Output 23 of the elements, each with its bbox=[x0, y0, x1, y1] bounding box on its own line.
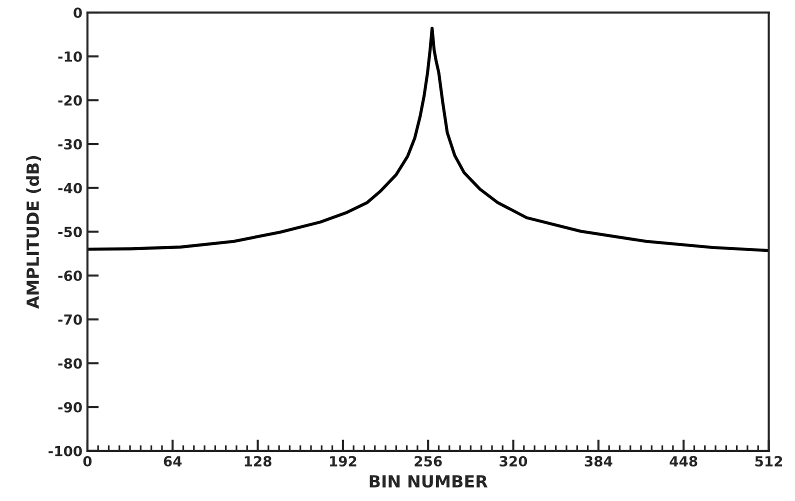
x-tick-label: 192 bbox=[330, 456, 356, 467]
x-tick-label: 320 bbox=[500, 456, 528, 467]
y-tick-label: -20 bbox=[58, 95, 82, 106]
y-tick-label: -90 bbox=[58, 402, 82, 413]
y-tick-label: -60 bbox=[58, 270, 82, 282]
y-tick-label: -70 bbox=[58, 314, 82, 325]
y-axis-title: AMPLITUDE (dB) bbox=[26, 156, 42, 309]
y-tick-label: -80 bbox=[58, 358, 82, 369]
x-tick-label: 128 bbox=[244, 456, 272, 467]
x-tick-label: 64 bbox=[164, 456, 182, 467]
y-tick-label: -40 bbox=[58, 182, 82, 194]
x-tick-label: 0 bbox=[83, 456, 92, 467]
y-tick-label: -50 bbox=[58, 226, 82, 238]
x-tick-label: 256 bbox=[414, 456, 442, 467]
y-tick-label: -10 bbox=[58, 51, 82, 62]
x-tick-label: 384 bbox=[584, 456, 612, 467]
y-tick-label: -100 bbox=[48, 446, 82, 456]
x-axis-title: BIN NUMBER bbox=[370, 475, 488, 488]
line-series bbox=[87, 26, 769, 252]
x-tick-label: 448 bbox=[670, 456, 698, 467]
y-tick-label: -30 bbox=[58, 139, 82, 150]
x-tick-label: 512 bbox=[755, 456, 782, 467]
y-tick-label: 0 bbox=[74, 7, 82, 18]
